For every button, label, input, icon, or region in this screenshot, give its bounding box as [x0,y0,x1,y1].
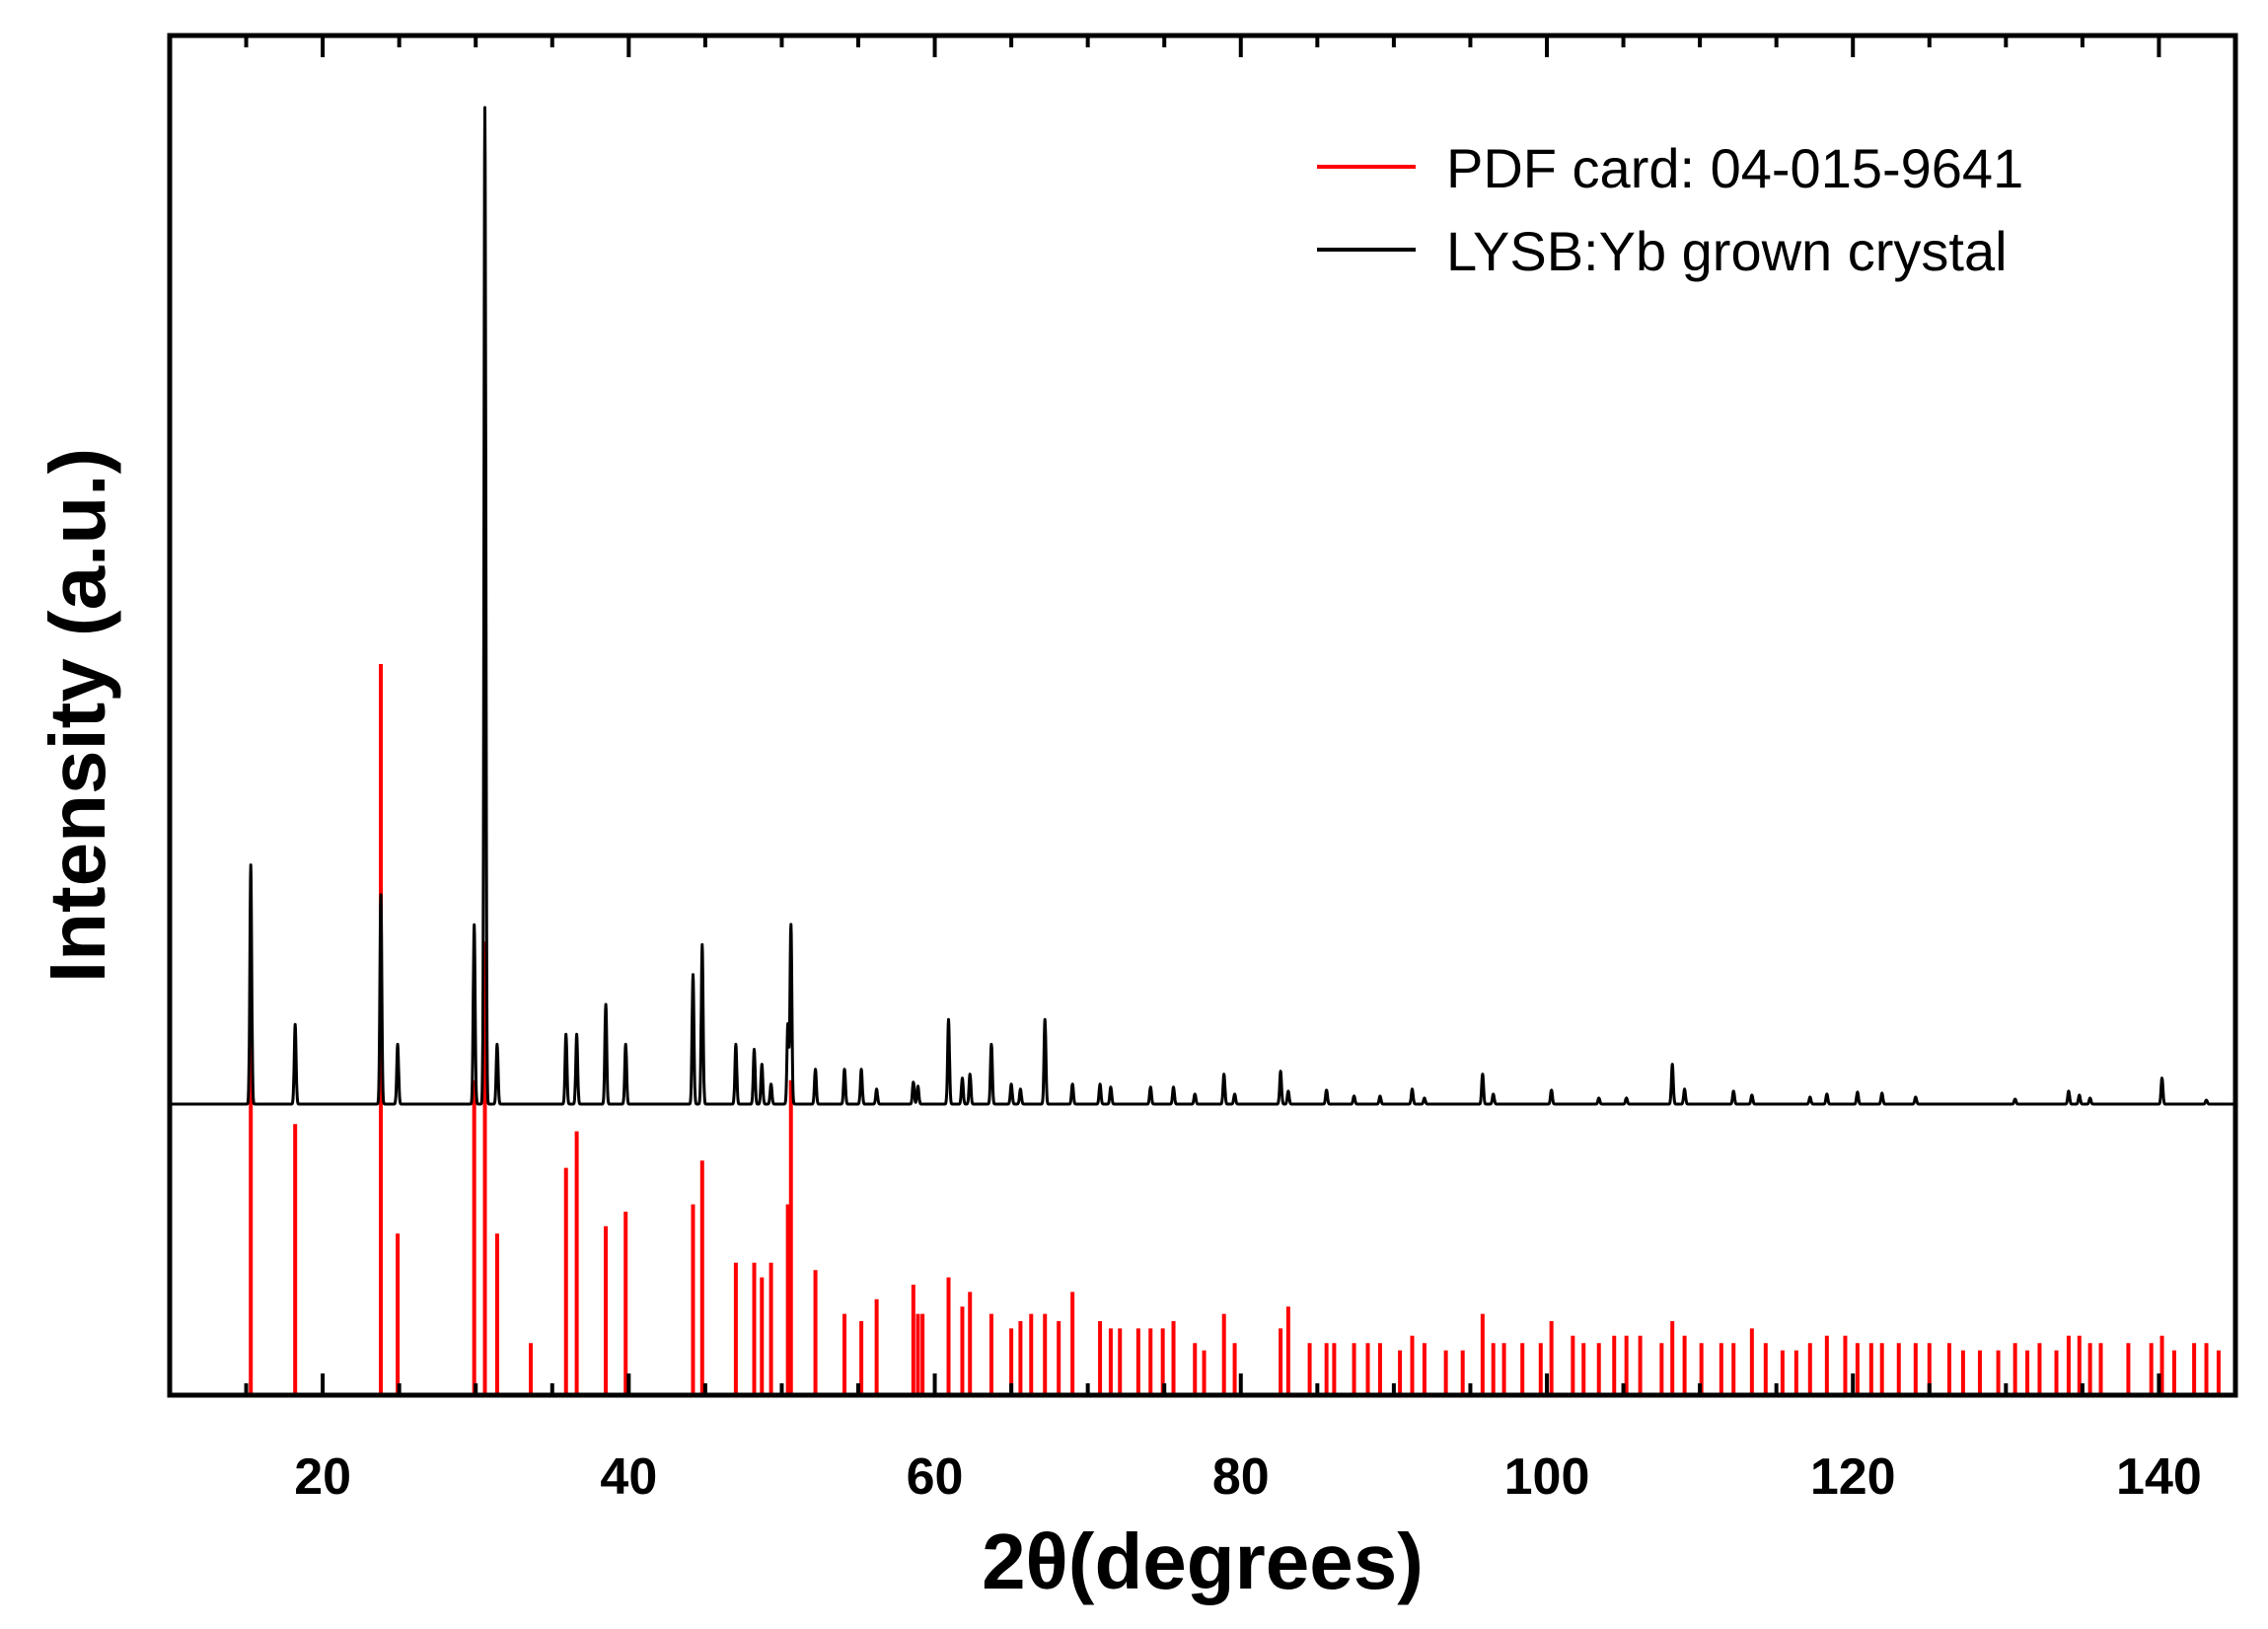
x-tick-label: 20 [294,1448,351,1506]
x-axis: 20 40 60 80 100 120 140 [168,36,2237,1506]
crystal-pattern-line [168,106,2237,1106]
y-axis-title: Intensity (a.u.) [34,448,121,983]
x-tick-label: 120 [1810,1448,1896,1506]
x-tick-label: 40 [600,1448,657,1506]
crystal-pattern [168,106,2237,1106]
legend-label-pdf: PDF card: 04-015-9641 [1446,137,2023,199]
x-tick-label: 60 [907,1448,964,1506]
legend-label-crystal: LYSB:Yb grown crystal [1446,220,2008,282]
plot-frame [167,33,2238,1398]
x-tick-label: 80 [1212,1448,1270,1506]
x-tick-label: 140 [2116,1448,2202,1506]
x-tick-label: 100 [1504,1448,1590,1506]
legend: PDF card: 04-015-9641 LYSB:Yb grown crys… [1317,137,2023,282]
x-axis-title: 2θ(degrees) [982,1518,1424,1605]
